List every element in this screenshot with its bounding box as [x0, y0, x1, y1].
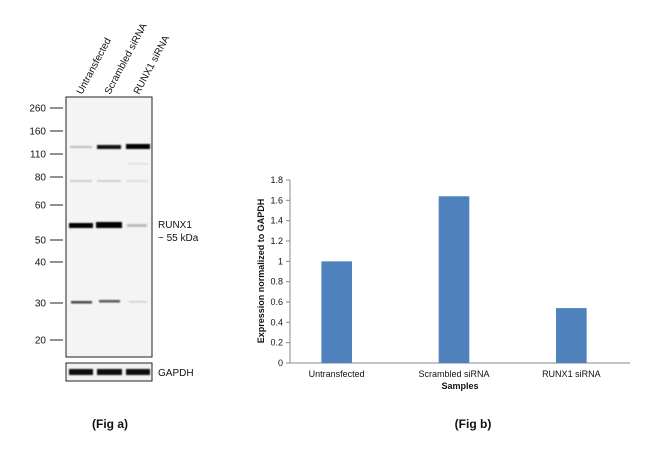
y-axis-title: Expression normalized to GAPDH — [256, 199, 266, 344]
x-tick-label: RUNX1 siRNA — [542, 369, 601, 379]
caption: (Fig b) — [455, 417, 492, 431]
loading-control-label: GAPDH — [158, 368, 194, 379]
y-tick-label: 0.4 — [270, 317, 283, 327]
band-size: ~ 55 kDa — [158, 233, 199, 244]
y-tick-label: 1.6 — [270, 195, 283, 205]
marker-label: 80 — [35, 173, 47, 184]
x-tick-label: Untransfected — [309, 369, 365, 379]
marker-label: 260 — [29, 104, 46, 115]
bar — [321, 261, 352, 363]
marker-label: 30 — [35, 299, 47, 310]
bar-chart: Samples Expression normalized to GAPDH (… — [256, 175, 630, 431]
marker-label: 20 — [35, 336, 47, 347]
gapdh-bands — [69, 369, 150, 375]
marker-label: 160 — [29, 127, 46, 138]
marker-label: 110 — [30, 150, 46, 161]
marker-label: 40 — [35, 258, 47, 269]
marker-label: 50 — [35, 236, 47, 247]
band-label: RUNX1 — [158, 220, 192, 231]
y-tick-label: 1.4 — [270, 216, 283, 226]
bar — [438, 196, 470, 363]
y-tick-label: 1.8 — [270, 175, 283, 185]
x-tick-label: Scrambled siRNA — [418, 369, 489, 379]
y-tick-label: 0.8 — [270, 277, 283, 287]
y-tick-label: 1 — [278, 256, 283, 266]
blot-panel: Untransfected Scrambled siRNA RUNX1 siRN… — [65, 21, 199, 431]
y-tick-label: 0.6 — [270, 297, 283, 307]
y-tick-label: 0 — [278, 358, 283, 368]
y-tick-label: 1.2 — [270, 236, 283, 246]
bar — [556, 308, 587, 363]
blot-bands — [69, 144, 150, 304]
caption: (Fig a) — [92, 417, 128, 431]
marker-label: 60 — [35, 201, 47, 212]
y-tick-label: 0.2 — [270, 338, 283, 348]
x-axis-title: Samples — [441, 381, 478, 391]
